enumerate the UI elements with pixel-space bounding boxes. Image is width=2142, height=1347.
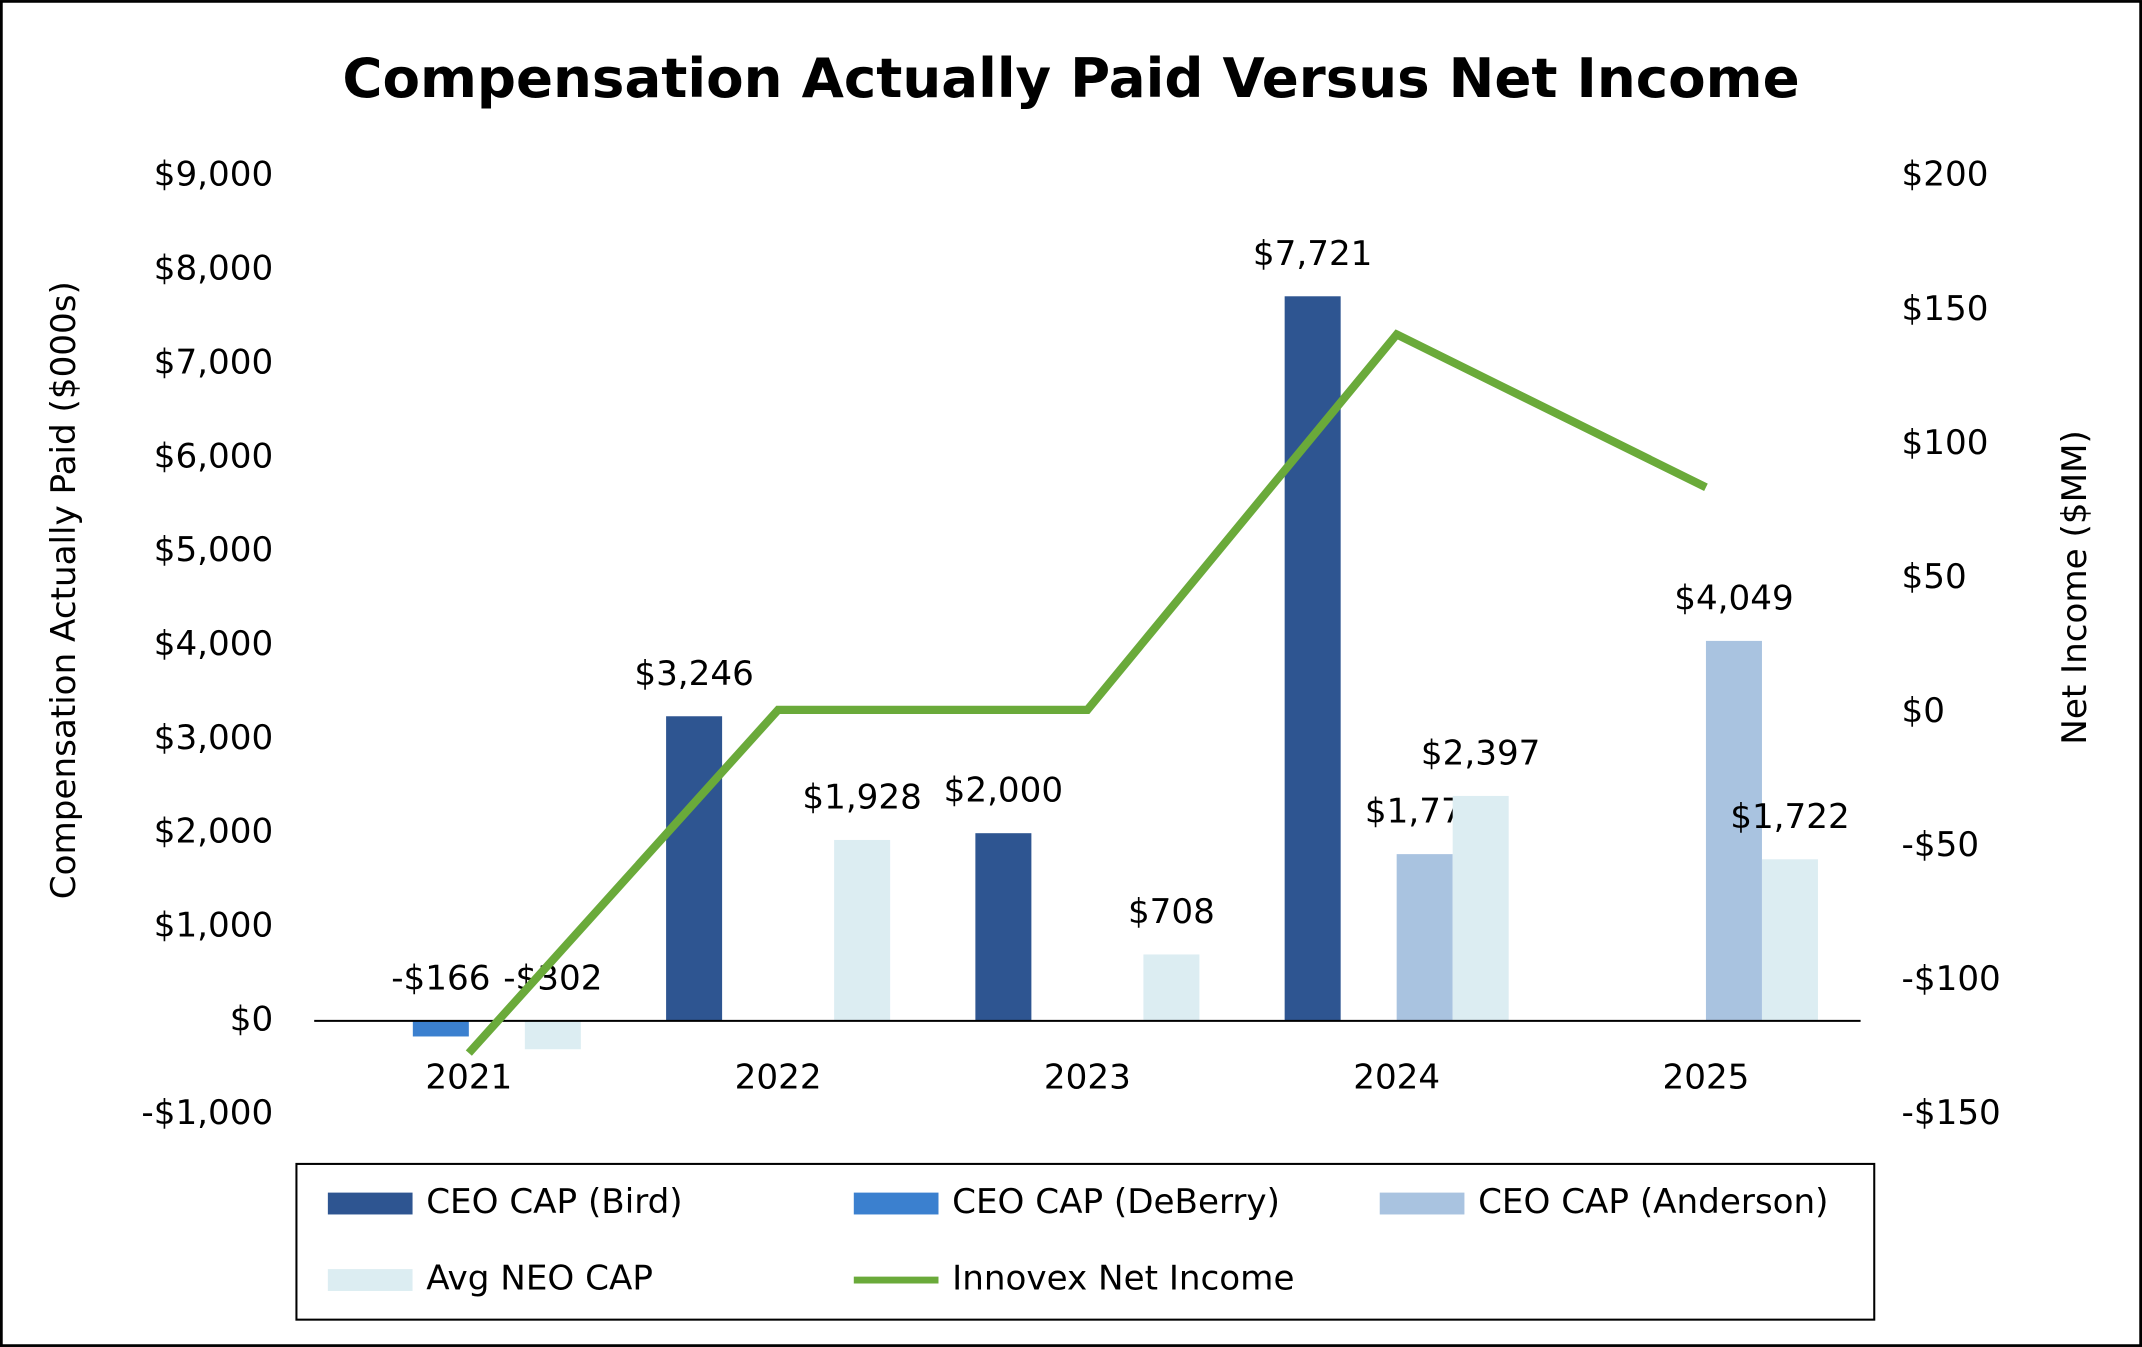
y2-tick-label: $100	[1902, 423, 1989, 463]
legend-label: CEO CAP (DeBerry)	[952, 1182, 1280, 1222]
data-label: $2,397	[1421, 733, 1540, 773]
x-tick-label: 2022	[735, 1058, 822, 1098]
legend-box	[295, 1162, 1876, 1321]
y2-tick-label: -$150	[1902, 1093, 2001, 1133]
line	[465, 329, 1708, 1056]
y-tick-label: $0	[230, 999, 273, 1039]
x-tick-label: 2021	[425, 1058, 512, 1098]
x-tick-label: 2024	[1353, 1058, 1440, 1098]
y-tick-label: $1,000	[154, 906, 273, 946]
bar	[1705, 640, 1762, 1021]
legend-label: Innovex Net Income	[952, 1259, 1294, 1299]
x-tick-label: 2025	[1663, 1058, 1750, 1098]
legend-label: CEO CAP (Anderson)	[1478, 1182, 1828, 1222]
data-label: $708	[1128, 892, 1215, 932]
legend-label: CEO CAP (Bird)	[426, 1182, 682, 1222]
data-label: $2,000	[944, 771, 1063, 811]
data-label: -$166	[391, 958, 490, 998]
data-label: $3,246	[634, 654, 753, 694]
y-tick-label: $3,000	[154, 718, 273, 758]
y2-tick-label: $0	[1902, 691, 1945, 731]
legend-swatch	[327, 1192, 413, 1215]
y2-tick-label: $50	[1902, 557, 1967, 597]
y-tick-label: $5,000	[154, 530, 273, 570]
data-label: $7,721	[1253, 234, 1372, 274]
y2-tick-label: -$100	[1902, 959, 2001, 999]
y-tick-label: $4,000	[154, 624, 273, 664]
y-tick-label: $9,000	[154, 155, 273, 195]
y-tick-label: $8,000	[154, 249, 273, 289]
legend-swatch	[853, 1192, 939, 1215]
data-label: $1,928	[802, 777, 921, 817]
y-tick-label: $2,000	[154, 812, 273, 852]
data-label: $4,049	[1674, 578, 1793, 618]
bar	[834, 839, 891, 1021]
y2-tick-label: -$50	[1902, 825, 1979, 865]
y-axis-label: Compensation Actually Paid ($000s)	[44, 281, 84, 899]
y2-tick-label: $200	[1902, 155, 1989, 195]
data-label: $1,722	[1730, 797, 1849, 837]
legend-swatch	[327, 1269, 413, 1291]
y-tick-label: $7,000	[154, 342, 273, 382]
y2-axis-label: Net Income ($MM)	[2055, 430, 2095, 745]
bar	[1452, 795, 1509, 1021]
y2-tick-label: $150	[1902, 289, 1989, 329]
chart-title: Compensation Actually Paid Versus Net In…	[342, 46, 1799, 110]
bar	[524, 1020, 581, 1050]
bar	[1396, 854, 1453, 1021]
bar	[975, 833, 1032, 1021]
bar	[666, 716, 723, 1021]
legend-label: Avg NEO CAP	[426, 1259, 653, 1299]
x-tick-label: 2023	[1044, 1058, 1131, 1098]
bar	[1761, 859, 1818, 1021]
bar	[412, 1020, 469, 1037]
bar	[1143, 954, 1200, 1021]
bar	[1284, 296, 1341, 1021]
y-tick-label: $6,000	[154, 436, 273, 476]
legend-swatch	[1379, 1192, 1465, 1215]
y-tick-label: -$1,000	[141, 1093, 273, 1133]
